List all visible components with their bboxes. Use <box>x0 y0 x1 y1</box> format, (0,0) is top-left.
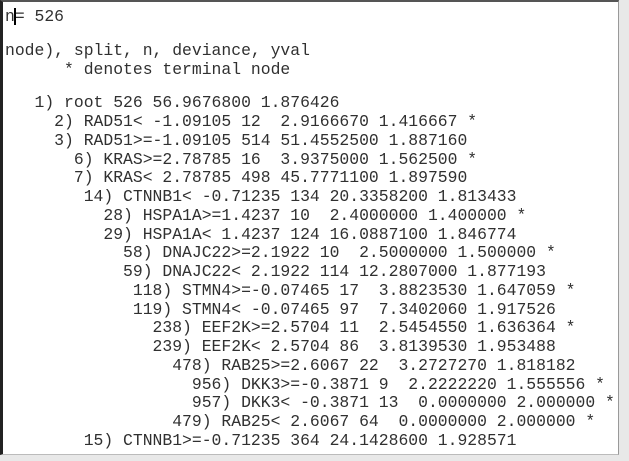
console-line: 28) HSPA1A>=1.4237 10 2.4000000 1.400000… <box>5 205 527 225</box>
console-line: 59) DNAJC22< 2.1922 114 12.2807000 1.877… <box>5 262 546 281</box>
console-line: * denotes terminal node <box>5 59 291 79</box>
console-line: 118) STMN4>=-0.07465 17 3.8823530 1.6470… <box>5 280 576 300</box>
console-line: node), split, n, deviance, yval <box>5 40 310 60</box>
console-line: 3) RAD51>=-1.09105 514 51.4552500 1.8871… <box>5 130 468 150</box>
console-line: 1) root 526 56.9676800 1.876426 <box>5 93 340 113</box>
console-line: 238) EEF2K>=2.5704 11 2.5454550 1.636364… <box>5 318 576 338</box>
console-line: 15) CTNNB1>=-0.71235 364 24.1428600 1.92… <box>5 430 517 450</box>
console-line: 6) KRAS>=2.78785 16 3.9375000 1.562500 * <box>5 149 478 169</box>
console-line: n= 526 <box>5 7 65 26</box>
console-line: 478) RAB25>=2.6067 22 3.2727270 1.818182 <box>5 355 576 375</box>
console-output-pane[interactable]: n= 526 node), split, n, deviance, yval * … <box>0 0 619 455</box>
console-line: 956) DKK3>=-0.3871 9 2.2222220 1.555556 … <box>5 374 605 394</box>
console-line: 479) RAB25< 2.6067 64 0.0000000 2.000000… <box>5 412 596 431</box>
console-line: 119) STMN4< -0.07465 97 7.3402060 1.9175… <box>5 299 556 319</box>
console-line: 58) DNAJC22>=2.1922 10 2.5000000 1.50000… <box>5 243 556 263</box>
console-line <box>5 27 615 42</box>
text-cursor <box>14 8 16 25</box>
console-line <box>5 79 615 94</box>
console-line: 14) CTNNB1< -0.71235 134 20.3358200 1.81… <box>5 187 517 206</box>
console-line: 957) DKK3< -0.3871 13 0.0000000 2.000000… <box>5 393 615 413</box>
console-line: 29) HSPA1A< 1.4237 124 16.0887100 1.8467… <box>5 224 517 244</box>
tree-output-text: n= 526 node), split, n, deviance, yval * … <box>5 7 615 451</box>
console-line: 2) RAD51< -1.09105 12 2.9166670 1.416667… <box>5 112 478 131</box>
console-line: 239) EEF2K< 2.5704 86 3.8139530 1.953488 <box>5 337 556 356</box>
console-line: 7) KRAS< 2.78785 498 45.7771100 1.897590 <box>5 168 468 188</box>
